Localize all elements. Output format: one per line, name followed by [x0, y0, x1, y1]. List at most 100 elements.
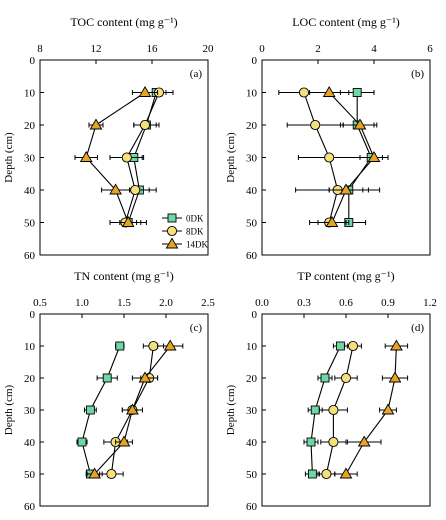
y-tick-label: 20 [24, 120, 36, 132]
data-point [367, 151, 381, 162]
y-axis-label: Depth (cm) [225, 132, 237, 183]
x-tick-label: 2 [315, 43, 321, 55]
data-point [106, 468, 117, 480]
data-point [352, 88, 362, 97]
panel-label: (a) [190, 68, 203, 80]
data-point [307, 469, 317, 479]
x-tick-label: 0.0 [255, 297, 269, 309]
series-14DK [334, 339, 409, 479]
y-tick-label: 40 [24, 437, 36, 449]
chart-panel-1: TOC content (mg g⁻¹) 8 12 16 20 0 10 20 30 40 50 60… [3, 15, 214, 262]
y-axis-label: Depth (cm) [3, 132, 15, 183]
y-tick-label: 40 [246, 437, 258, 449]
x-tick-label: 0 [259, 43, 265, 55]
y-tick-label: 60 [24, 501, 36, 513]
data-point [381, 403, 395, 415]
data-point [347, 340, 359, 352]
y-tick-label: 10 [24, 88, 36, 100]
series-14DK [309, 86, 389, 227]
series-14DK [74, 86, 159, 227]
x-tick-label: 12 [91, 43, 102, 55]
panel-label: (b) [411, 68, 424, 80]
data-point [310, 405, 320, 415]
axis-title: TP content (mg g⁻¹) [297, 269, 394, 283]
data-point [85, 405, 95, 415]
y-tick-label: 20 [24, 373, 36, 385]
data-point [298, 87, 310, 98]
x-tick-label: 4 [371, 43, 377, 55]
y-tick-label: 60 [24, 250, 36, 262]
data-point [388, 371, 402, 383]
y-tick-label: 20 [246, 120, 258, 132]
y-axis-label: Depth (cm) [225, 384, 237, 435]
y-tick-label: 50 [24, 469, 36, 481]
legend-marker [165, 237, 179, 249]
data-point [77, 437, 87, 447]
data-point [328, 404, 339, 416]
x-tick-label: 20 [203, 43, 215, 55]
data-point [353, 118, 367, 130]
series-0DK [76, 341, 125, 479]
data-point [335, 341, 345, 351]
legend-marker [167, 213, 177, 223]
y-tick-label: 30 [246, 153, 258, 165]
axis-title: TOC content (mg g⁻¹) [70, 15, 177, 29]
panel-label: (d) [411, 322, 424, 334]
y-tick-label: 50 [246, 469, 258, 481]
legend-label: 8DK [186, 227, 204, 237]
chart-panel-4: TP content (mg g⁻¹) 0.0 0.3 0.6 0.9 1.2 0 10 20 3… [225, 269, 437, 513]
series-8DK [317, 340, 362, 480]
data-point [138, 371, 152, 383]
y-tick-label: 0 [30, 55, 36, 67]
data-point [102, 373, 112, 383]
data-point [322, 86, 336, 97]
y-tick-label: 50 [24, 218, 36, 230]
legend-item: 0DK [162, 214, 204, 224]
series-8DK [109, 87, 174, 228]
data-point [79, 151, 93, 162]
y-tick-label: 30 [24, 153, 36, 165]
x-tick-label: 0.6 [339, 297, 353, 309]
y-tick-label: 0 [252, 55, 258, 67]
x-tick-label: 1.2 [423, 297, 437, 309]
x-tick-label: 8 [37, 43, 43, 55]
data-point [339, 183, 353, 195]
y-tick-label: 10 [246, 88, 258, 100]
y-tick-label: 20 [246, 373, 258, 385]
data-point [310, 119, 321, 131]
legend-label: 0DK [186, 214, 204, 224]
data-point [126, 403, 139, 415]
y-tick-label: 0 [252, 309, 258, 321]
y-axis-label: Depth (cm) [3, 384, 15, 435]
data-point [117, 435, 131, 447]
panel-label: (c) [190, 322, 203, 334]
data-point [357, 435, 371, 447]
y-tick-label: 10 [246, 341, 258, 353]
data-point [88, 467, 101, 479]
x-tick-label: 2.5 [201, 297, 215, 309]
data-point [109, 183, 122, 195]
data-point [321, 468, 332, 480]
data-point [89, 118, 103, 130]
y-tick-label: 40 [24, 185, 36, 197]
x-tick-label: 6 [427, 43, 433, 55]
data-point [130, 184, 141, 196]
y-tick-label: 40 [246, 185, 258, 197]
y-tick-label: 60 [246, 250, 258, 262]
data-point [121, 216, 135, 227]
data-point [325, 216, 339, 227]
data-point [163, 339, 177, 351]
axis-title: LOC content (mg g⁻¹) [292, 15, 400, 29]
y-tick-label: 50 [246, 218, 258, 230]
legend-item: 8DK [162, 225, 204, 237]
data-point [390, 339, 403, 351]
legend-label: 14DK [186, 240, 208, 250]
data-point [328, 436, 339, 448]
x-tick-label: 0.5 [33, 297, 47, 309]
legend-marker [166, 225, 178, 237]
data-point [339, 467, 353, 479]
legend-item: 14DK [162, 237, 208, 250]
x-tick-label: 0.3 [297, 297, 311, 309]
data-point [121, 152, 132, 163]
